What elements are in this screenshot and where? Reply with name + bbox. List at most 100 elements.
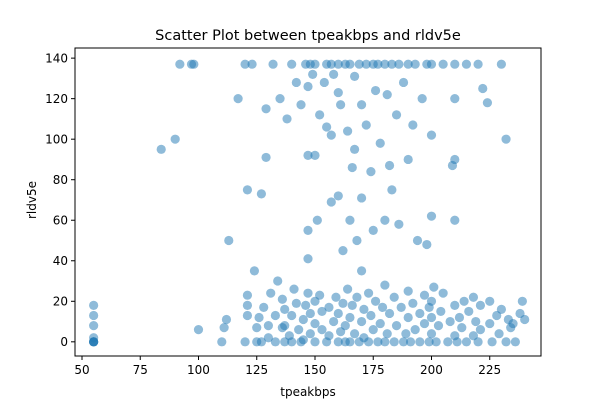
data-point (156, 144, 166, 154)
data-point (189, 59, 199, 69)
data-point (380, 215, 390, 225)
data-point (375, 138, 385, 148)
data-point (329, 316, 339, 327)
data-point (256, 189, 266, 199)
data-point (368, 325, 378, 335)
data-point (426, 312, 437, 323)
data-point (315, 290, 325, 300)
data-point (305, 308, 315, 319)
data-point (356, 316, 367, 327)
data-point (429, 282, 439, 292)
data-point (387, 185, 397, 195)
data-point (436, 306, 446, 317)
data-point (333, 59, 343, 69)
x-tick-label: 200 (420, 363, 443, 377)
data-point (242, 300, 253, 310)
data-point (398, 337, 409, 347)
data-point (373, 59, 383, 69)
data-point (240, 59, 250, 69)
data-point (268, 59, 278, 69)
data-point (384, 160, 395, 171)
data-point (89, 333, 99, 343)
data-point (361, 59, 371, 69)
data-point (305, 329, 315, 339)
data-point (403, 154, 413, 165)
data-point (333, 337, 343, 347)
data-point (433, 321, 444, 331)
data-point (382, 90, 392, 100)
y-tick-label: 0 (60, 335, 68, 349)
data-point (422, 239, 432, 250)
x-tick-label: 175 (362, 363, 385, 377)
data-point (170, 134, 180, 144)
data-point (175, 59, 185, 69)
data-point (394, 59, 404, 69)
data-point (368, 225, 378, 235)
data-point (478, 83, 488, 94)
x-tick-label: 225 (478, 363, 501, 377)
data-point (380, 337, 390, 347)
data-point (301, 300, 311, 310)
data-point (345, 312, 355, 323)
data-point (287, 59, 297, 69)
data-point (322, 122, 332, 132)
data-point (333, 87, 343, 98)
data-point (415, 337, 425, 347)
data-point (356, 100, 367, 110)
data-point (249, 266, 260, 276)
y-tick-label: 120 (45, 92, 68, 106)
data-point (291, 77, 301, 88)
data-point (501, 337, 511, 347)
data-point (415, 308, 425, 319)
data-point (419, 290, 430, 300)
data-point (345, 215, 355, 225)
data-point (501, 134, 511, 144)
data-point (508, 318, 518, 329)
data-point (291, 298, 301, 308)
data-point (326, 59, 336, 69)
x-axis: 50 75 100 125 150 175 200 225 (74, 356, 501, 377)
data-point (450, 59, 460, 69)
data-point (254, 312, 264, 323)
data-point (412, 235, 423, 246)
data-point (319, 77, 329, 88)
data-point (310, 150, 320, 160)
data-point (380, 280, 390, 290)
data-point (473, 337, 483, 347)
data-point (259, 302, 269, 312)
data-point (517, 296, 527, 306)
data-point (359, 304, 369, 314)
data-point (298, 335, 308, 345)
data-point (366, 167, 376, 177)
y-axis-title: rldv5e (25, 181, 39, 219)
data-point (350, 71, 360, 81)
data-point (240, 337, 250, 347)
data-point (193, 325, 204, 335)
data-point (247, 59, 257, 69)
data-point (303, 81, 313, 92)
data-point (324, 302, 334, 312)
plot-frame (74, 47, 542, 357)
data-point (410, 59, 420, 69)
data-point (510, 337, 520, 347)
data-point (277, 294, 287, 304)
data-point (454, 312, 465, 323)
data-point (347, 162, 357, 173)
data-point (361, 120, 371, 130)
data-point (280, 304, 290, 314)
y-axis: 0 20 40 60 80 100 120 140 (45, 51, 75, 349)
data-point (303, 225, 313, 235)
data-point (475, 325, 486, 335)
data-point (324, 331, 334, 341)
data-point (408, 298, 418, 308)
data-point (350, 329, 360, 339)
data-point (294, 325, 304, 335)
data-point (352, 235, 362, 246)
data-point (450, 300, 460, 310)
data-point (287, 310, 297, 321)
data-point (312, 215, 322, 225)
y-tick-label: 60 (53, 214, 68, 228)
data-point (280, 321, 290, 331)
data-point (273, 276, 283, 286)
y-tick-label: 20 (53, 295, 68, 309)
